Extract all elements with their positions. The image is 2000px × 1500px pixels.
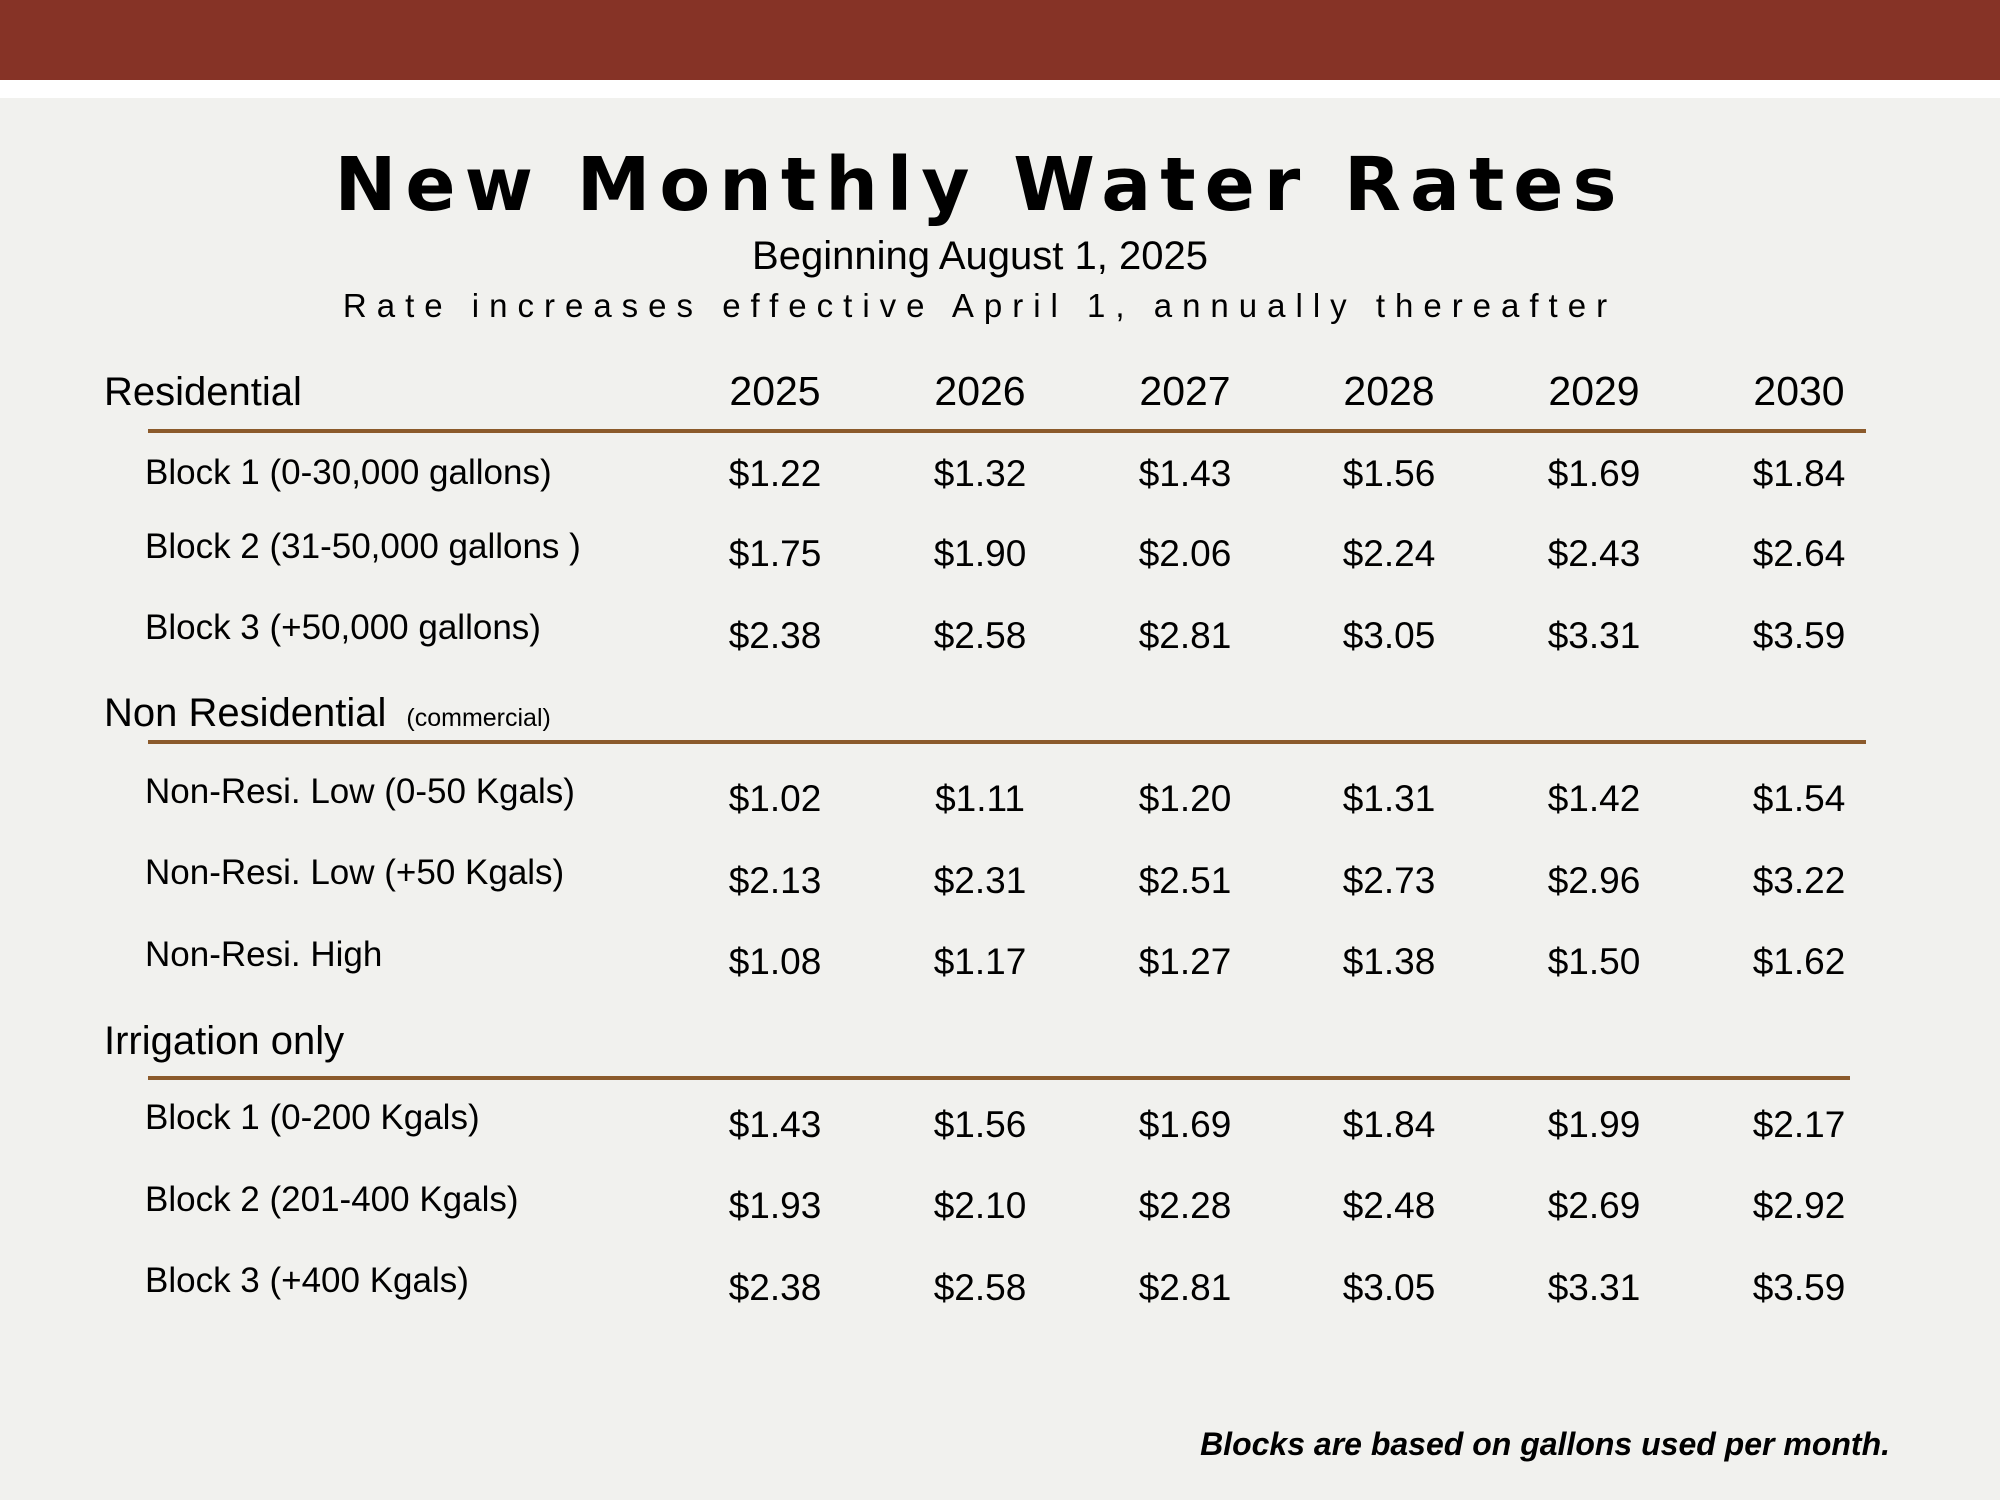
rate-cell: $1.31 xyxy=(1342,778,1436,819)
rate-cell: $2.13 xyxy=(728,860,822,901)
rate-cell: $1.69 xyxy=(1547,453,1641,494)
rate-cell: $3.05 xyxy=(1342,615,1436,656)
rate-cell: $2.31 xyxy=(933,860,1027,901)
rate-cell: $1.32 xyxy=(933,453,1027,494)
rate-cell: $2.17 xyxy=(1752,1104,1846,1145)
section-title: Irrigation only xyxy=(104,1019,345,1063)
rate-cell: $2.48 xyxy=(1342,1185,1436,1226)
rate-cell: $2.92 xyxy=(1752,1185,1846,1226)
rate-cell: $2.06 xyxy=(1138,533,1232,574)
rate-cell: $1.54 xyxy=(1752,778,1846,819)
rate-row-label: Block 2 (31-50,000 gallons ) xyxy=(145,527,581,566)
rate-row-label: Non-Resi. Low (+50 Kgals) xyxy=(145,853,565,892)
rate-row-label: Block 3 (+400 Kgals) xyxy=(145,1261,469,1300)
rate-cell: $1.56 xyxy=(933,1104,1027,1145)
rate-cell: $1.62 xyxy=(1752,941,1846,982)
year-header: 2029 xyxy=(1548,368,1640,414)
rate-cell: $1.99 xyxy=(1547,1104,1641,1145)
page-title: New Monthly Water Rates xyxy=(334,142,1626,228)
rate-cell: $1.38 xyxy=(1342,941,1436,982)
rate-row-label: Non-Resi. Low (0-50 Kgals) xyxy=(145,772,575,811)
rate-cell: $2.43 xyxy=(1547,533,1641,574)
rate-row-label: Block 1 (0-200 Kgals) xyxy=(145,1098,480,1137)
year-header: 2027 xyxy=(1139,368,1231,414)
rate-cell: $3.59 xyxy=(1752,1267,1846,1308)
rate-cell: $2.58 xyxy=(933,1267,1027,1308)
year-header: 2025 xyxy=(729,368,821,414)
rate-cell: $2.81 xyxy=(1138,1267,1232,1308)
rate-cell: $1.42 xyxy=(1547,778,1641,819)
rate-row-label: Block 1 (0-30,000 gallons) xyxy=(145,453,552,492)
rate-cell: $1.93 xyxy=(728,1185,822,1226)
rate-cell: $3.31 xyxy=(1547,615,1641,656)
section-heading-irrigation: Irrigation only xyxy=(104,1016,344,1066)
rate-cell: $3.22 xyxy=(1752,860,1846,901)
section-divider xyxy=(148,1076,1850,1080)
section-divider xyxy=(148,740,1866,744)
rate-row-label: Block 3 (+50,000 gallons) xyxy=(145,608,541,647)
rate-cell: $1.08 xyxy=(728,941,822,982)
rate-increase-note: Rate increases effective April 1, annual… xyxy=(342,287,1618,324)
year-header: 2030 xyxy=(1753,368,1845,414)
rate-cell: $1.02 xyxy=(728,778,822,819)
rate-cell: $1.43 xyxy=(728,1104,822,1145)
rate-row-label: Non-Resi. High xyxy=(145,935,383,974)
rate-cell: $1.84 xyxy=(1752,453,1846,494)
rate-cell: $2.64 xyxy=(1752,533,1846,574)
rate-cell: $2.38 xyxy=(728,1267,822,1308)
rate-cell: $2.51 xyxy=(1138,860,1232,901)
rate-cell: $1.90 xyxy=(933,533,1027,574)
rate-cell: $2.10 xyxy=(933,1185,1027,1226)
rate-cell: $1.69 xyxy=(1138,1104,1232,1145)
rate-cell: $3.59 xyxy=(1752,615,1846,656)
rate-cell: $2.24 xyxy=(1342,533,1436,574)
rate-cell: $1.43 xyxy=(1138,453,1232,494)
section-sublabel: (commercial) xyxy=(406,704,551,732)
rate-cell: $2.38 xyxy=(728,615,822,656)
rate-cell: $3.31 xyxy=(1547,1267,1641,1308)
section-heading-non-residential: Non Residential (commercial) xyxy=(104,688,551,743)
page-subtitle: Beginning August 1, 2025 xyxy=(752,234,1208,278)
top-banner xyxy=(0,0,2000,80)
rate-cell: $1.22 xyxy=(728,453,822,494)
rate-cell: $2.28 xyxy=(1138,1185,1232,1226)
section-divider xyxy=(148,429,1866,433)
year-header: 2028 xyxy=(1343,368,1435,414)
footnote: Blocks are based on gallons used per mon… xyxy=(1200,1426,1890,1462)
rate-cell: $2.58 xyxy=(933,615,1027,656)
rate-cell: $1.84 xyxy=(1342,1104,1436,1145)
rate-cell: $1.56 xyxy=(1342,453,1436,494)
section-title: Residential xyxy=(104,370,302,414)
rate-cell: $3.05 xyxy=(1342,1267,1436,1308)
rate-cell: $2.81 xyxy=(1138,615,1232,656)
rate-cell: $1.50 xyxy=(1547,941,1641,982)
rate-cell: $2.69 xyxy=(1547,1185,1641,1226)
rate-cell: $1.17 xyxy=(933,941,1027,982)
section-title: Non Residential xyxy=(104,691,387,735)
rate-cell: $1.11 xyxy=(935,778,1025,819)
rate-cell: $1.75 xyxy=(728,533,822,574)
rate-row-label: Block 2 (201-400 Kgals) xyxy=(145,1180,519,1219)
rate-cell: $1.20 xyxy=(1138,778,1232,819)
rate-cell: $2.96 xyxy=(1547,860,1641,901)
banner-divider xyxy=(0,80,2000,98)
rate-cell: $2.73 xyxy=(1342,860,1436,901)
year-header: 2026 xyxy=(934,368,1026,414)
section-heading-residential: Residential xyxy=(104,367,302,417)
rate-cell: $1.27 xyxy=(1138,941,1232,982)
